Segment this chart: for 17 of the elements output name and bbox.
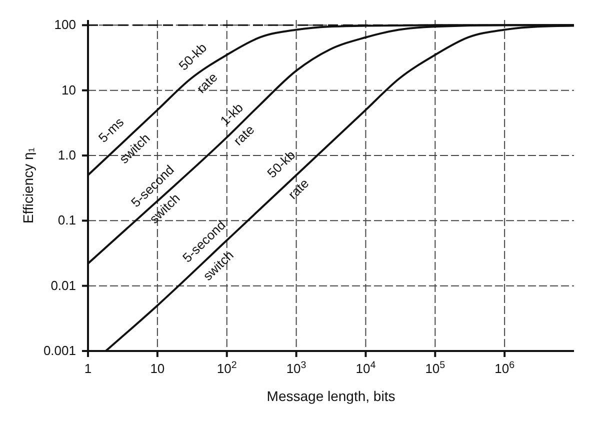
x-tick-label: 10$^{6}$ — [494, 360, 515, 376]
y-tick-label: 100 — [54, 17, 76, 32]
y-axis-title: Efficiency η₁ — [20, 147, 36, 224]
x-tick-label: 10$^{2}$ — [216, 360, 237, 376]
x-tick-label: 10$^{4}$ — [356, 360, 376, 376]
y-tick-label: 1.0 — [58, 147, 76, 162]
x-tick-label: 10 — [150, 361, 165, 376]
annotation: rate — [194, 70, 220, 96]
annotation: rate — [285, 176, 312, 202]
y-tick-label: 0.01 — [50, 278, 76, 293]
y-tick-label: 0.001 — [43, 343, 76, 358]
x-tick-label: 1 — [84, 361, 92, 376]
y-tick-label: 0.1 — [58, 212, 76, 228]
x-tick-label: 10$^{5}$ — [425, 360, 446, 376]
y-tick-label: 10 — [62, 82, 76, 98]
x-axis-title: Message length, bits — [266, 388, 396, 404]
x-tick-label: 10$^{3}$ — [286, 360, 306, 376]
